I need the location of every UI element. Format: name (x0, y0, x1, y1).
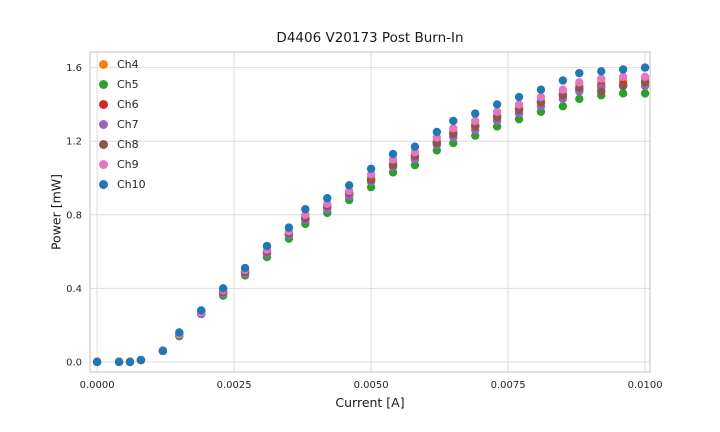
y-tick-label: 0.0 (66, 357, 82, 368)
legend-marker-icon (99, 179, 108, 189)
data-point-ch10 (536, 85, 546, 94)
legend-label: Ch10 (117, 177, 146, 191)
chart-title: D4406 V20173 Post Burn-In (276, 30, 464, 46)
data-point-ch5 (575, 94, 584, 104)
legend-label: Ch5 (117, 77, 139, 91)
y-tick-label: 0.8 (66, 210, 82, 221)
data-point-ch10 (323, 194, 332, 203)
data-point-ch8 (597, 87, 606, 96)
x-tick-label: 0.0000 (80, 380, 115, 391)
data-point-ch10 (262, 241, 272, 251)
data-point-ch9 (575, 78, 584, 87)
data-point-ch10 (366, 164, 376, 173)
data-point-ch10 (492, 100, 502, 109)
data-point-ch10 (597, 67, 606, 76)
data-point-ch10 (284, 223, 294, 232)
data-point-ch10 (558, 76, 568, 85)
data-point-ch9 (449, 124, 458, 133)
x-tick-label: 0.0025 (217, 380, 252, 391)
data-point-ch5 (618, 89, 628, 98)
data-point-ch5 (558, 102, 568, 111)
data-point-ch9 (471, 116, 480, 126)
legend-item-ch7: Ch7 (99, 114, 146, 134)
data-point-ch10 (514, 92, 524, 102)
data-point-ch9 (558, 85, 568, 94)
data-point-ch10 (301, 205, 310, 214)
legend-marker-icon (99, 99, 108, 109)
y-tick-label: 0.4 (66, 284, 82, 295)
legend-marker-icon (99, 119, 108, 129)
legend-item-ch10: Ch10 (99, 174, 146, 194)
legend-marker-icon (99, 59, 108, 69)
data-point-ch5 (640, 89, 650, 98)
legend-label: Ch7 (117, 117, 139, 131)
data-point-ch10 (575, 68, 584, 78)
legend-label: Ch6 (117, 97, 139, 111)
x-tick-label: 0.0100 (628, 380, 663, 391)
data-point-ch10 (175, 328, 184, 337)
legend: Ch4 Ch5 Ch6 Ch7 Ch8 Ch9 Ch10 (99, 54, 146, 194)
data-point-ch9 (492, 107, 502, 116)
data-point-ch9 (597, 74, 606, 83)
data-point-ch9 (536, 92, 546, 102)
data-point-ch10 (640, 63, 650, 72)
data-point-ch10 (125, 357, 135, 367)
legend-item-ch9: Ch9 (99, 154, 146, 174)
legend-label: Ch9 (117, 157, 139, 171)
data-point-ch10 (618, 65, 628, 74)
legend-marker-icon (99, 79, 108, 89)
legend-item-ch8: Ch8 (99, 134, 146, 154)
legend-item-ch5: Ch5 (99, 74, 146, 94)
data-point-ch10 (449, 116, 458, 126)
legend-marker-icon (99, 159, 108, 169)
data-point-ch10 (92, 357, 102, 367)
data-point-ch10 (344, 181, 354, 190)
y-tick-label: 1.2 (66, 137, 82, 148)
data-point-ch10 (240, 263, 250, 273)
data-point-ch8 (618, 81, 628, 91)
data-point-ch9 (618, 72, 628, 82)
data-point-ch10 (410, 142, 420, 151)
x-axis-label: Current [A] (335, 395, 405, 410)
data-point-ch10 (114, 357, 124, 367)
data-point-ch10 (432, 127, 442, 137)
y-tick-label: 1.6 (66, 63, 82, 74)
data-point-ch10 (471, 109, 480, 118)
data-point-ch9 (640, 72, 650, 82)
x-tick-label: 0.0075 (491, 380, 526, 391)
legend-marker-icon (99, 139, 108, 149)
data-point-ch9 (514, 100, 524, 109)
x-tick-label: 0.0050 (354, 380, 389, 391)
axes-frame (89, 51, 651, 373)
data-point-ch10 (136, 355, 146, 365)
data-point-ch10 (218, 284, 228, 293)
data-point-ch10 (388, 149, 398, 159)
legend-item-ch6: Ch6 (99, 94, 146, 114)
legend-label: Ch4 (117, 57, 139, 71)
data-point-ch10 (158, 346, 168, 356)
data-point-ch10 (197, 306, 206, 315)
legend-label: Ch8 (117, 137, 139, 151)
legend-item-ch4: Ch4 (99, 54, 146, 74)
plot-background (90, 52, 650, 372)
